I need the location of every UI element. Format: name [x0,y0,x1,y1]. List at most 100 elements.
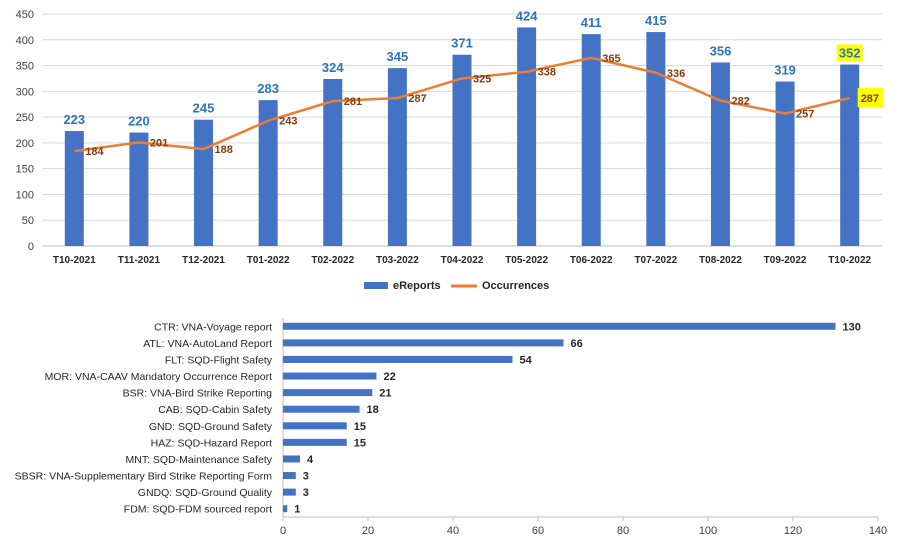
x-category-label: T03-2022 [376,255,419,266]
occurrences-value-label: 325 [473,73,491,85]
legend-label-ereports: eReports [393,280,441,292]
report-type-value-label: 130 [843,321,861,333]
ereports-value-label: 356 [710,43,732,58]
occurrences-value-label: 338 [538,67,556,79]
report-type-category-label: GND: SQD-Ground Safety [149,421,273,433]
report-type-bar [283,355,513,363]
occurrences-value-label: 281 [344,96,362,108]
y-tick-label: 300 [16,86,34,98]
report-type-category-label: ATL: VNA-AutoLand Report [143,338,272,350]
ereports-value-label: 411 [581,15,602,30]
report-type-value-label: 15 [354,421,366,433]
ereports-value-label: 220 [128,114,150,129]
ereports-bar [452,54,472,247]
occurrences-line [74,56,850,153]
y-tick-label: 0 [28,241,34,253]
y-tick-label: 400 [16,35,34,47]
report-type-bar [283,372,377,380]
occurrences-value-label: 287 [408,93,426,105]
occurrences-value-label: 257 [796,109,814,121]
occurrences-value-label: 184 [85,146,104,158]
ereports-bar [387,68,407,246]
occurrences-value-label: 282 [731,96,749,108]
x-tick-label: 60 [532,525,544,537]
occurrences-value-label: 287 [861,93,879,105]
report-type-value-label: 4 [307,454,314,466]
y-tick-label: 150 [16,164,34,176]
report-type-bar [283,438,347,446]
x-category-label: T09-2022 [764,255,807,266]
report-type-category-label: FDM: SQD-FDM sourced report [124,504,272,516]
legend-label-occurrences: Occurrences [482,280,549,292]
x-tick-label: 120 [784,525,802,537]
report-type-category-label: FLT: SQD-Flight Safety [165,354,273,366]
ereports-bar [64,131,84,246]
ereports-bar [323,78,343,247]
y-tick-label: 250 [16,112,34,124]
report-type-value-label: 18 [367,404,379,416]
ereports-value-label: 324 [322,60,344,75]
report-type-category-label: SBSR: VNA-Supplementary Bird Strike Repo… [15,471,273,483]
x-category-label: T10-2021 [53,255,96,266]
x-category-label: T01-2022 [247,255,290,266]
ereports-bar [517,27,537,246]
ereports-bar [646,32,666,246]
legend-swatch-ereports [364,282,388,289]
ereports-value-label: 352 [839,46,861,61]
report-type-bar [283,422,347,430]
x-category-label: T12-2021 [182,255,225,266]
x-category-label: T06-2022 [570,255,613,266]
report-type-bar [283,488,296,496]
occurrences-value-label: 201 [150,137,168,149]
y-tick-label: 450 [16,9,34,21]
report-type-bar [283,322,836,330]
y-tick-label: 50 [22,215,34,227]
report-type-value-label: 15 [354,437,366,449]
occurrences-value-label: 243 [279,116,297,128]
x-category-label: T11-2021 [118,255,161,266]
report-type-value-label: 54 [520,354,533,366]
ereports-value-label: 223 [63,112,85,127]
ereports-value-label: 415 [645,13,667,28]
report-type-category-label: CTR: VNA-Voyage report [154,321,272,333]
occurrences-value-label: 188 [215,144,233,156]
report-type-category-label: MOR: VNA-CAAV Mandatory Occurrence Repor… [45,371,272,383]
reports-occurrences-chart: 0 50 100 150 200 250 300 350 400 450 T10-2021 T11-2… [16,8,884,292]
x-tick-label: 20 [362,525,374,537]
x-tick-label: 0 [280,525,286,537]
ereports-bar [194,119,214,246]
x-category-label: T04-2022 [441,255,484,266]
report-type-category-label: CAB: SQD-Cabin Safety [158,404,273,416]
x-tick-label: 100 [699,525,717,537]
report-type-bar [283,405,360,413]
report-type-bar [283,455,300,463]
occurrences-value-label: 336 [667,68,685,80]
ereports-bar [710,62,730,247]
ereports-value-label: 371 [451,36,473,51]
report-type-bar [283,505,288,513]
report-type-value-label: 1 [294,504,300,516]
x-category-label: T07-2022 [634,255,677,266]
report-type-category-label: MNT: SQD-Maintenance Safety [126,454,273,466]
report-type-value-label: 3 [303,471,309,483]
ereports-bar [581,34,601,247]
report-type-value-label: 3 [303,487,309,499]
ereports-value-label: 424 [516,8,538,23]
highlight-box [836,44,863,62]
x-category-label: T02-2022 [311,255,354,266]
x-tick-label: 80 [617,525,629,537]
x-tick-label: 40 [447,525,459,537]
report-type-value-label: 21 [379,388,391,400]
y-tick-label: 200 [16,138,34,150]
ereports-bar [258,100,278,246]
ereports-bar [840,64,860,246]
report-type-bar [283,339,564,347]
report-type-value-label: 66 [571,338,583,350]
occurrences-value-label: 365 [602,53,620,65]
report-type-breakdown-chart: 0 20 40 60 80 100 120 140 130 CTR: VNA-Voyage rep… [15,318,887,537]
ereports-bar [775,81,795,246]
report-type-category-label: BSR: VNA-Bird Strike Reporting [123,388,273,400]
x-category-label: T10-2022 [828,255,871,266]
x-category-label: T05-2022 [505,255,548,266]
